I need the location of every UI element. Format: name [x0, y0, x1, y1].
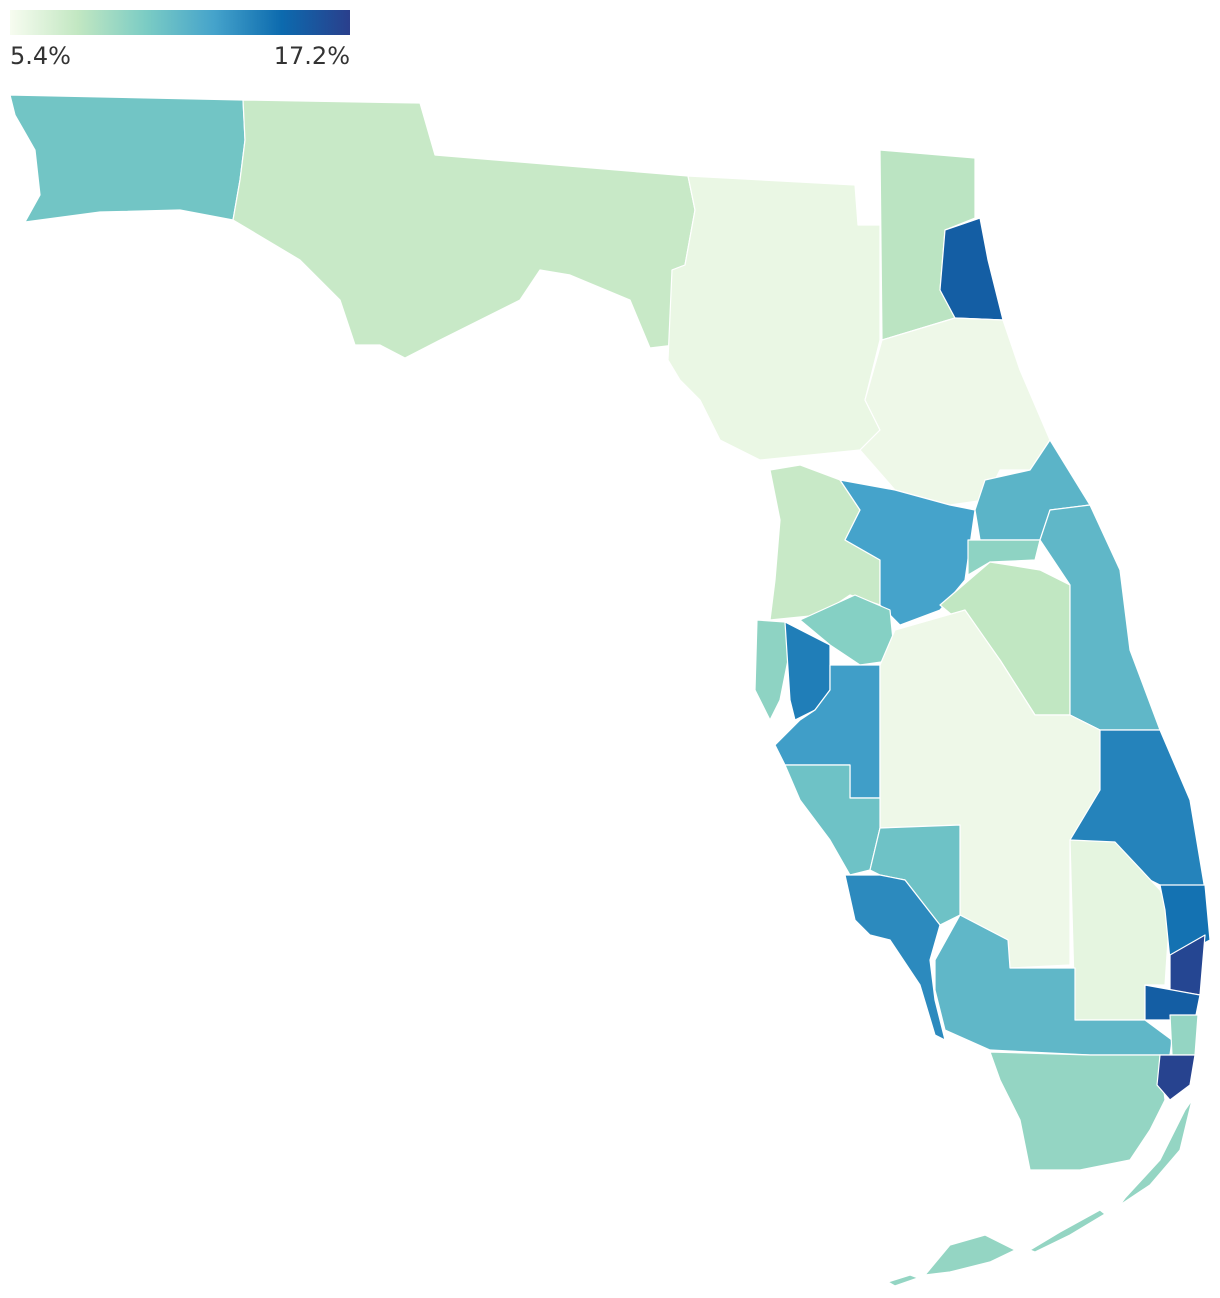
region — [939, 217, 1004, 321]
region — [1039, 504, 1161, 731]
regions — [9, 94, 1211, 1287]
region — [839, 479, 976, 626]
region — [9, 94, 246, 223]
region — [844, 874, 946, 1041]
region — [1169, 1014, 1199, 1056]
legend-bar — [10, 10, 350, 35]
region — [967, 539, 1041, 576]
legend-label: 17.2% — [274, 42, 350, 70]
region — [934, 914, 1173, 1056]
region — [1156, 1054, 1196, 1101]
region — [754, 619, 791, 721]
region — [232, 99, 696, 359]
region — [667, 175, 881, 461]
region — [887, 1051, 1193, 1287]
legend-label: 5.4% — [10, 42, 71, 70]
